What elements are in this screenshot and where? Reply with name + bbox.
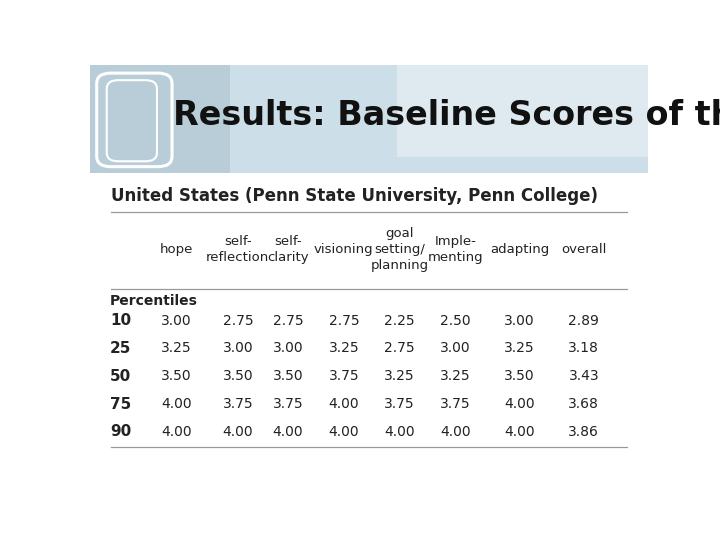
Text: 3.25: 3.25 bbox=[161, 341, 192, 355]
Text: 10: 10 bbox=[110, 313, 131, 328]
Text: 3.00: 3.00 bbox=[273, 341, 303, 355]
Text: self-
reflection: self- reflection bbox=[206, 235, 269, 265]
Text: 75: 75 bbox=[110, 396, 131, 411]
Text: 2.25: 2.25 bbox=[384, 314, 415, 328]
Text: Results: Baseline Scores of the HCCI: Results: Baseline Scores of the HCCI bbox=[173, 99, 720, 132]
Text: 4.00: 4.00 bbox=[384, 425, 415, 439]
Text: self-
clarity: self- clarity bbox=[267, 235, 309, 265]
Text: 4.00: 4.00 bbox=[328, 425, 359, 439]
Text: 3.50: 3.50 bbox=[222, 369, 253, 383]
Text: 3.50: 3.50 bbox=[161, 369, 192, 383]
Text: 4.00: 4.00 bbox=[273, 425, 303, 439]
Text: 3.43: 3.43 bbox=[569, 369, 599, 383]
Text: 2.75: 2.75 bbox=[273, 314, 303, 328]
Text: 2.75: 2.75 bbox=[222, 314, 253, 328]
Text: 25: 25 bbox=[110, 341, 131, 356]
Text: hope: hope bbox=[160, 244, 193, 256]
Text: 3.75: 3.75 bbox=[384, 397, 415, 411]
FancyBboxPatch shape bbox=[230, 65, 648, 173]
Text: 3.75: 3.75 bbox=[440, 397, 471, 411]
Text: 3.75: 3.75 bbox=[273, 397, 303, 411]
Text: 4.00: 4.00 bbox=[161, 425, 192, 439]
Text: 3.18: 3.18 bbox=[568, 341, 599, 355]
Text: 3.75: 3.75 bbox=[222, 397, 253, 411]
Text: 3.50: 3.50 bbox=[273, 369, 303, 383]
FancyBboxPatch shape bbox=[90, 65, 648, 173]
Text: 2.75: 2.75 bbox=[328, 314, 359, 328]
Text: 3.00: 3.00 bbox=[440, 341, 471, 355]
Text: overall: overall bbox=[561, 244, 606, 256]
Text: 50: 50 bbox=[110, 369, 131, 384]
Text: Percentiles: Percentiles bbox=[109, 294, 197, 308]
Text: 4.00: 4.00 bbox=[328, 397, 359, 411]
Text: 4.00: 4.00 bbox=[222, 425, 253, 439]
Text: 4.00: 4.00 bbox=[440, 425, 471, 439]
Text: 90: 90 bbox=[110, 424, 131, 440]
FancyBboxPatch shape bbox=[90, 173, 648, 481]
Text: 4.00: 4.00 bbox=[504, 425, 535, 439]
Text: United States (Penn State University, Penn College): United States (Penn State University, Pe… bbox=[111, 187, 598, 205]
Text: 3.00: 3.00 bbox=[222, 341, 253, 355]
Text: 3.75: 3.75 bbox=[328, 369, 359, 383]
Text: 4.00: 4.00 bbox=[504, 397, 535, 411]
Text: goal
setting/
planning: goal setting/ planning bbox=[371, 227, 428, 272]
Text: 2.89: 2.89 bbox=[568, 314, 599, 328]
Text: 3.86: 3.86 bbox=[568, 425, 599, 439]
Text: 3.25: 3.25 bbox=[440, 369, 471, 383]
Text: 3.50: 3.50 bbox=[504, 369, 535, 383]
FancyBboxPatch shape bbox=[397, 65, 648, 157]
Text: 3.68: 3.68 bbox=[568, 397, 599, 411]
Text: 3.00: 3.00 bbox=[504, 314, 535, 328]
Text: adapting: adapting bbox=[490, 244, 549, 256]
Text: 2.75: 2.75 bbox=[384, 341, 415, 355]
Text: 3.25: 3.25 bbox=[384, 369, 415, 383]
Text: 3.25: 3.25 bbox=[504, 341, 535, 355]
Text: Imple-
menting: Imple- menting bbox=[428, 235, 483, 265]
Text: 3.25: 3.25 bbox=[328, 341, 359, 355]
Text: 3.00: 3.00 bbox=[161, 314, 192, 328]
Text: 4.00: 4.00 bbox=[161, 397, 192, 411]
Text: 2.50: 2.50 bbox=[440, 314, 471, 328]
Text: visioning: visioning bbox=[314, 244, 374, 256]
